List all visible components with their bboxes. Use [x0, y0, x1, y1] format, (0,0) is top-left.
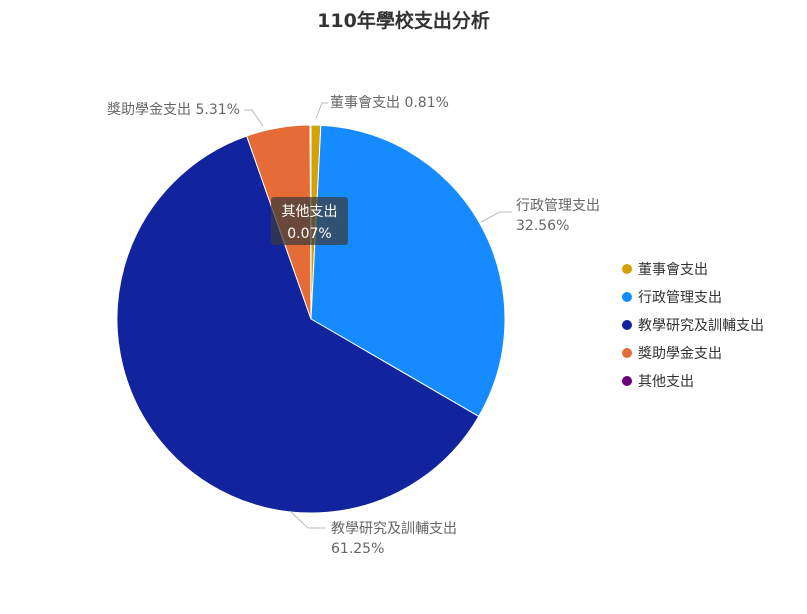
legend-label: 教學研究及訓輔支出 — [638, 318, 764, 334]
leader-line — [289, 510, 326, 529]
slice-教學研究及訓輔支出[interactable] — [116, 135, 480, 514]
tooltip-value: 0.07% — [287, 226, 331, 242]
legend-item[interactable]: 其他支出 — [622, 367, 764, 395]
legend: 董事會支出行政管理支出教學研究及訓輔支出 獎助學金支出 其他支出 — [622, 255, 764, 395]
legend-marker — [622, 292, 632, 302]
slice-行政管理支出[interactable] — [310, 124, 506, 418]
data-label: 行政管理支出 32.56% — [516, 198, 600, 234]
legend-label: 獎助學金支出 — [638, 346, 722, 362]
chart-title: 110年學校支出分析 — [317, 10, 490, 32]
legend-marker — [622, 264, 632, 274]
legend-label: 其他支出 — [638, 374, 694, 390]
data-label: 董事會支出 0.81% — [330, 95, 449, 111]
legend-label: 董事會支出 — [638, 262, 708, 278]
legend-marker — [622, 376, 632, 386]
data-label: 獎助學金支出 5.31% — [107, 102, 240, 118]
tooltip: 其他支出 0.07% — [271, 197, 348, 245]
legend-item[interactable]: 獎助學金支出 — [622, 339, 764, 367]
leader-line — [315, 102, 328, 119]
legend-marker — [622, 320, 632, 330]
legend-marker — [622, 348, 632, 358]
legend-item[interactable]: 行政管理支出 — [622, 283, 764, 311]
data-label: 教學研究及訓輔支出 61.25% — [331, 521, 457, 557]
leader-line — [480, 211, 512, 223]
leader-line — [244, 109, 264, 127]
tooltip-name: 其他支出 — [282, 204, 338, 220]
legend-item[interactable]: 教學研究及訓輔支出 — [622, 311, 764, 339]
legend-label: 行政管理支出 — [638, 290, 722, 306]
legend-item[interactable]: 董事會支出 — [622, 255, 764, 283]
